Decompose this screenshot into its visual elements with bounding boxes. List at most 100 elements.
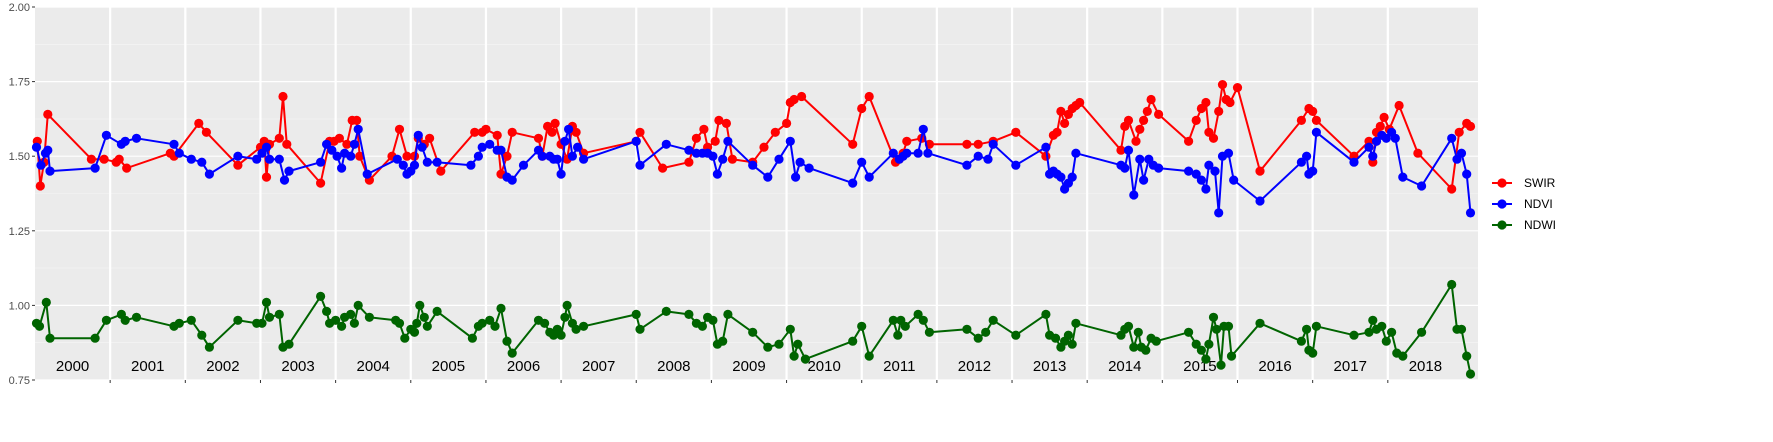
data-point-ndvi xyxy=(1135,154,1145,164)
data-point-ndwi xyxy=(973,333,983,343)
data-point-ndvi xyxy=(422,157,432,167)
data-point-swir xyxy=(35,181,45,191)
data-point-swir xyxy=(1201,97,1211,108)
data-point-ndvi xyxy=(466,160,476,170)
data-point-ndvi xyxy=(101,130,111,140)
data-point-ndvi xyxy=(31,142,42,152)
data-point-ndvi xyxy=(1120,163,1130,173)
data-point-ndvi xyxy=(1139,175,1149,185)
data-point-ndvi xyxy=(507,175,517,185)
data-point-ndwi xyxy=(631,309,641,319)
data-point-ndvi xyxy=(473,151,483,161)
data-point-ndwi xyxy=(562,300,572,310)
data-point-ndvi xyxy=(564,124,574,134)
data-point-swir xyxy=(1255,166,1265,176)
data-point-ndwi xyxy=(353,300,363,310)
data-point-ndvi xyxy=(1456,148,1467,158)
data-point-ndvi xyxy=(233,151,243,161)
data-point-ndwi xyxy=(1151,336,1161,346)
data-point-ndvi xyxy=(661,139,671,149)
data-point-ndwi xyxy=(793,339,803,349)
data-point-ndvi xyxy=(197,157,207,167)
data-point-ndwi xyxy=(131,312,142,322)
data-point-ndvi xyxy=(560,136,570,146)
data-point-ndwi xyxy=(1011,330,1021,340)
data-point-swir xyxy=(857,103,867,114)
data-point-ndwi xyxy=(400,333,410,343)
data-point-ndwi xyxy=(571,324,581,334)
data-point-swir xyxy=(973,139,983,149)
data-point-ndwi xyxy=(864,351,874,361)
data-point-ndwi xyxy=(718,336,728,346)
data-point-ndwi xyxy=(1067,339,1077,349)
data-point-ndwi xyxy=(233,315,243,325)
data-point-ndwi xyxy=(1201,354,1211,364)
data-point-ndvi xyxy=(556,169,566,179)
data-point-swir xyxy=(1123,115,1134,125)
data-point-ndvi xyxy=(579,154,589,164)
data-point-swir xyxy=(571,127,581,137)
data-point-ndvi xyxy=(279,175,290,185)
data-point-swir xyxy=(864,91,874,102)
data-point-ndvi xyxy=(983,154,993,164)
year-label: 2001 xyxy=(131,358,164,375)
year-label: 2007 xyxy=(582,358,615,375)
data-point-ndwi xyxy=(1398,351,1408,361)
data-point-ndvi xyxy=(174,148,184,158)
data-point-ndwi xyxy=(763,342,773,352)
data-point-swir xyxy=(714,115,724,125)
data-point-ndvi xyxy=(791,172,801,182)
data-point-ndvi xyxy=(274,154,284,164)
data-point-swir xyxy=(962,139,972,149)
data-point-ndwi xyxy=(120,315,130,325)
data-point-swir xyxy=(691,133,702,143)
year-label: 2010 xyxy=(807,358,840,375)
data-point-ndwi xyxy=(90,333,100,343)
year-label: 2000 xyxy=(56,358,89,375)
data-point-swir xyxy=(848,139,858,149)
data-point-ndvi xyxy=(169,139,179,149)
data-point-ndwi xyxy=(1456,324,1467,334)
data-point-ndwi xyxy=(1368,315,1378,325)
data-point-ndvi xyxy=(1462,169,1472,179)
data-point-ndwi xyxy=(331,315,341,325)
year-label: 2012 xyxy=(958,358,991,375)
data-point-ndwi xyxy=(337,321,347,331)
data-point-ndwi xyxy=(848,336,858,346)
data-point-ndvi xyxy=(1041,142,1051,152)
data-point-swir xyxy=(1375,121,1385,131)
data-point-swir xyxy=(122,163,132,173)
data-point-ndwi xyxy=(467,333,477,343)
data-point-ndvi xyxy=(635,160,645,170)
data-point-ndvi xyxy=(537,151,547,161)
data-point-ndvi xyxy=(1210,166,1220,176)
data-point-ndvi xyxy=(1311,127,1321,137)
data-point-ndwi xyxy=(1308,348,1318,358)
data-point-swir xyxy=(550,118,560,128)
data-point-swir xyxy=(1056,106,1066,116)
data-point-ndvi xyxy=(1255,196,1265,206)
data-point-ndwi xyxy=(477,318,487,328)
data-point-ndvi xyxy=(362,169,372,179)
data-point-ndvi xyxy=(409,160,420,170)
data-point-ndwi xyxy=(893,330,903,340)
data-point-ndvi xyxy=(186,154,196,164)
data-point-ndwi xyxy=(1226,351,1237,361)
data-point-ndvi xyxy=(1417,181,1427,191)
data-point-ndvi xyxy=(131,133,142,143)
legend-key-point-ndwi xyxy=(1497,220,1507,230)
data-point-swir xyxy=(1142,106,1152,116)
data-point-ndvi xyxy=(708,151,718,161)
data-point-swir xyxy=(1060,118,1070,128)
data-point-ndwi xyxy=(1465,369,1476,379)
data-point-ndwi xyxy=(422,321,432,331)
data-point-ndvi xyxy=(1349,157,1359,167)
legend-label-ndwi: NDWI xyxy=(1524,218,1556,232)
data-point-swir xyxy=(99,154,109,164)
data-point-swir xyxy=(1379,112,1389,122)
data-point-swir xyxy=(1454,127,1464,137)
data-point-ndvi xyxy=(857,157,867,167)
data-point-ndwi xyxy=(41,297,51,307)
data-point-swir xyxy=(1052,127,1062,137)
data-point-ndwi xyxy=(800,354,811,364)
